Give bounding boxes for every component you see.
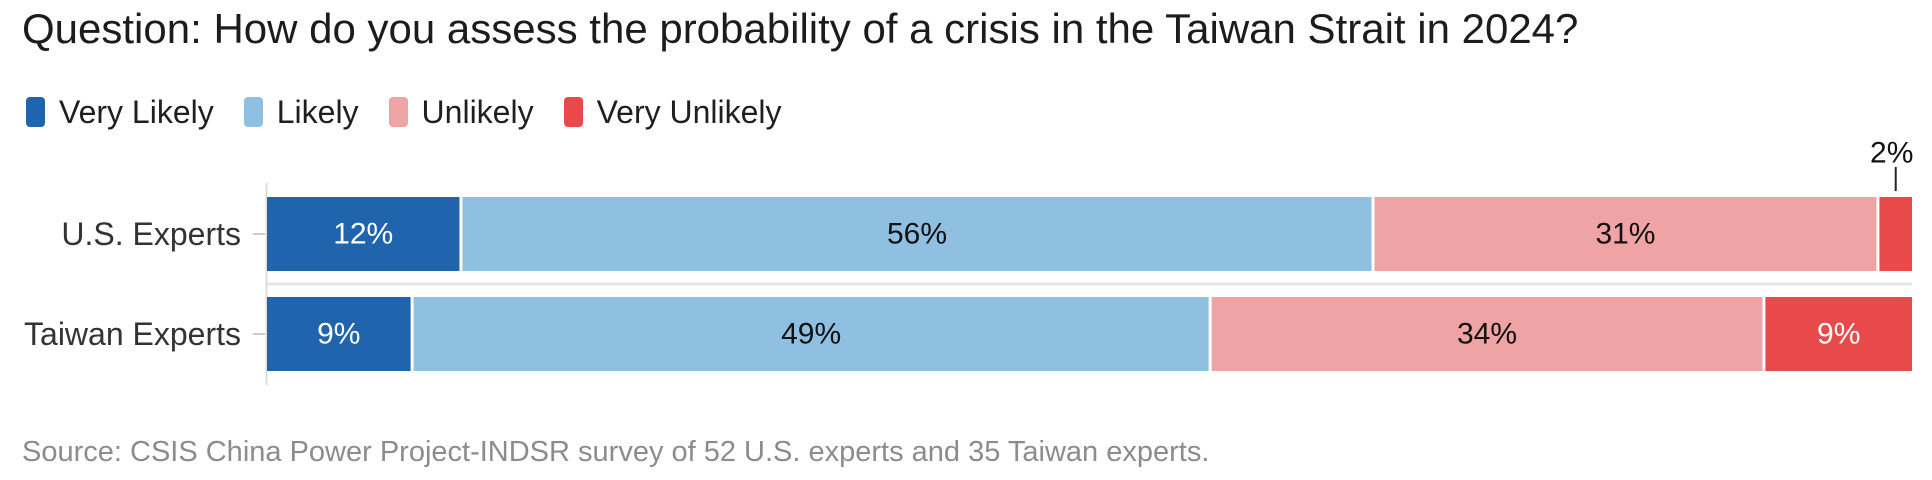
legend-label-unlikely: Unlikely	[421, 94, 534, 130]
legend-swatch-unlikely	[388, 97, 408, 127]
legend-label-very-unlikely: Very Unlikely	[596, 94, 782, 130]
data-label-u-s-experts-unlikely: 31%	[1595, 218, 1655, 251]
legend-swatch-likely	[243, 97, 263, 127]
data-label-taiwan-experts-very-likely: 9%	[317, 318, 360, 351]
legend-item-likely: Likely	[243, 88, 359, 136]
legend-item-very-likely: Very Likely	[26, 88, 214, 136]
legend-item-unlikely: Unlikely	[388, 88, 534, 136]
bar-u-s-experts-likely	[462, 197, 1372, 271]
bar-u-s-experts-unlikely	[1374, 197, 1877, 271]
bar-u-s-experts-very-likely	[267, 197, 460, 271]
data-label-taiwan-experts-very-unlikely: 9%	[1817, 318, 1860, 351]
data-label-taiwan-experts-unlikely: 34%	[1457, 318, 1517, 351]
bar-taiwan-experts-very-unlikely	[1765, 297, 1912, 371]
data-label-u-s-experts-very-likely: 12%	[333, 218, 393, 251]
category-label-taiwan-experts: Taiwan Experts	[24, 316, 241, 352]
bar-taiwan-experts-unlikely	[1211, 297, 1763, 371]
legend-item-very-unlikely: Very Unlikely	[563, 88, 782, 136]
bar-taiwan-experts-very-likely	[267, 297, 411, 371]
chart-title: Question: How do you assess the probabil…	[22, 5, 1579, 52]
data-label-u-s-experts-likely: 56%	[887, 218, 947, 251]
bar-u-s-experts-very-unlikely	[1879, 197, 1912, 271]
data-label-u-s-experts-very-unlikely: 2%	[1870, 137, 1913, 170]
legend: Very Likely Likely Unlikely Very Unlikel…	[26, 88, 802, 136]
source-note: Source: CSIS China Power Project-INDSR s…	[22, 436, 1210, 468]
data-label-taiwan-experts-likely: 49%	[781, 318, 841, 351]
category-label-u-s-experts: U.S. Experts	[61, 216, 241, 252]
bar-taiwan-experts-likely	[413, 297, 1209, 371]
legend-label-likely: Likely	[276, 94, 359, 130]
legend-swatch-very-unlikely	[563, 97, 583, 127]
legend-swatch-very-likely	[26, 97, 45, 127]
legend-label-very-likely: Very Likely	[59, 94, 214, 130]
